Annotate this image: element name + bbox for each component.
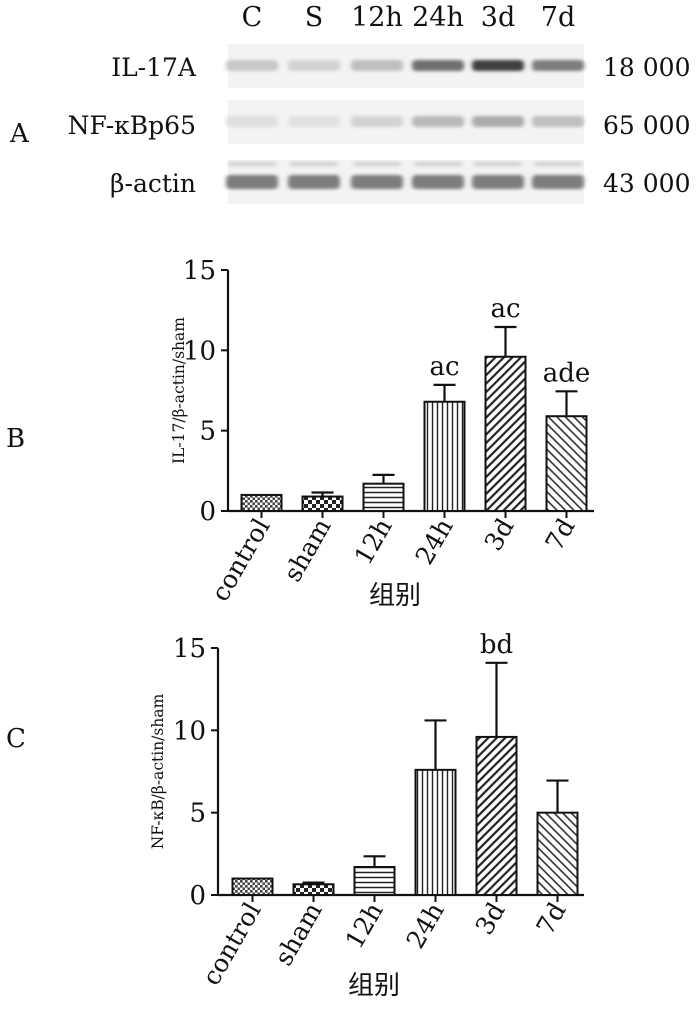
y-tick-label: 0 [199, 497, 216, 527]
y-axis-label: IL-17/β-actin/sham [170, 317, 188, 464]
panel-label-b: B [6, 424, 25, 454]
x-tick-label-12h: 12h [340, 898, 389, 954]
band-nf-bp65-7d [532, 116, 584, 127]
band-il-17a-s [288, 60, 340, 71]
membrane-strip [228, 44, 584, 88]
band-upper-actin-s [290, 162, 338, 166]
band-nf-bp65-s [288, 116, 340, 127]
panel-label-a: A [9, 119, 30, 149]
molecular-weight-nf-bp65: 65 000 [603, 111, 690, 140]
bar-control [240, 493, 283, 512]
x-tick-label-sham: sham [278, 513, 337, 586]
membrane-strip [228, 160, 584, 204]
bar-24h [414, 768, 457, 896]
bar-12h [353, 866, 396, 896]
band-actin-12h [351, 175, 403, 189]
bar-7d [536, 811, 579, 897]
band-actin-3d [472, 175, 524, 189]
y-tick-label: 10 [183, 336, 216, 366]
bar-sham [292, 883, 335, 897]
annotation-24h: ac [429, 352, 459, 382]
annotation-3d: ac [490, 294, 520, 324]
blot-row-actin: β-actin 43 000 [110, 160, 690, 204]
band-il-17a-c [226, 60, 278, 71]
bar-sham [301, 495, 344, 513]
x-tick-label-7d: 7d [531, 898, 572, 940]
band-upper-actin-7d [534, 162, 582, 166]
panel-label-c: C [6, 724, 26, 754]
lane-label-c: C [242, 2, 263, 33]
band-upper-actin-c [228, 162, 276, 166]
bar-control [231, 877, 274, 896]
y-tick-label: 15 [173, 634, 206, 664]
x-axis-label: 组别 [369, 581, 421, 611]
bar-24h [423, 400, 466, 513]
lane-label-s: S [305, 2, 324, 33]
band-il-17a-12h [351, 60, 403, 71]
lane-label-3d: 3d [481, 2, 515, 33]
blot-rows: IL-17A 18 000 NF-κBp65 65 000 β-actin 43 000 [68, 44, 690, 204]
x-tick-label-12h: 12h [349, 514, 398, 570]
lane-labels: C S 12h 24h 3d 7d [242, 2, 576, 33]
x-tick-label-3d: 3d [479, 514, 520, 556]
x-tick-label-sham: sham [269, 897, 328, 970]
chart-il17: 0 5 10 15 IL-17/β-actin/sham control sham 12h ac… [170, 256, 594, 611]
x-tick-label-control: control [205, 514, 275, 607]
y-tick-label: 15 [183, 256, 216, 286]
x-tick-label-24h: 24h [401, 898, 450, 954]
y-tick-label: 5 [189, 799, 206, 829]
y-tick-label: 0 [189, 881, 206, 911]
y-tick-label: 10 [173, 716, 206, 746]
band-il-17a-3d [472, 60, 524, 71]
membrane-strip [228, 100, 584, 144]
western-blot-panel: A C S 12h 24h 3d 7d IL-17A 18 000 NF-κBp65… [9, 2, 690, 204]
band-il-17a-24h [412, 60, 464, 71]
protein-label-actin: β-actin [110, 169, 196, 198]
x-tick-label-3d: 3d [470, 898, 511, 940]
x-axis-label: 组别 [348, 971, 400, 1001]
molecular-weight-il-17a: 18 000 [603, 53, 690, 82]
protein-label-nf-bp65: NF-κBp65 [68, 111, 196, 140]
band-nf-bp65-12h [351, 116, 403, 127]
lane-label-12h: 12h [351, 2, 403, 33]
band-upper-actin-3d [474, 162, 522, 166]
bar-7d [545, 415, 588, 512]
band-nf-bp65-c [226, 116, 278, 127]
band-nf-bp65-3d [472, 116, 524, 127]
band-upper-actin-12h [353, 162, 401, 166]
bar-3d [475, 735, 518, 896]
y-tick-label: 5 [199, 417, 216, 447]
blot-row-nf-bp65: NF-κBp65 65 000 [68, 100, 690, 144]
band-actin-7d [532, 175, 584, 189]
x-tick-label-7d: 7d [540, 514, 581, 556]
bar-12h [362, 482, 405, 513]
band-nf-bp65-24h [412, 116, 464, 127]
x-tick-label-24h: 24h [410, 514, 459, 570]
band-actin-c [226, 175, 278, 189]
bar-3d [484, 355, 527, 513]
lane-label-24h: 24h [412, 2, 464, 33]
annotation-3d: bd [480, 630, 513, 660]
y-axis-label: NF-κB/β-actin/sham [149, 693, 167, 849]
chart-nfkb: 0 5 10 15 NF-κB/β-actin/sham control sham 12h 24… [149, 630, 584, 1001]
blot-row-il-17a: IL-17A 18 000 [111, 44, 690, 88]
band-il-17a-7d [532, 60, 584, 71]
protein-label-il-17a: IL-17A [111, 53, 197, 82]
band-actin-24h [412, 175, 464, 189]
lane-label-7d: 7d [541, 2, 575, 33]
band-actin-s [288, 175, 340, 189]
annotation-7d: ade [543, 358, 591, 388]
molecular-weight-actin: 43 000 [603, 169, 690, 198]
x-tick-label-control: control [196, 898, 266, 991]
band-upper-actin-24h [414, 162, 462, 166]
